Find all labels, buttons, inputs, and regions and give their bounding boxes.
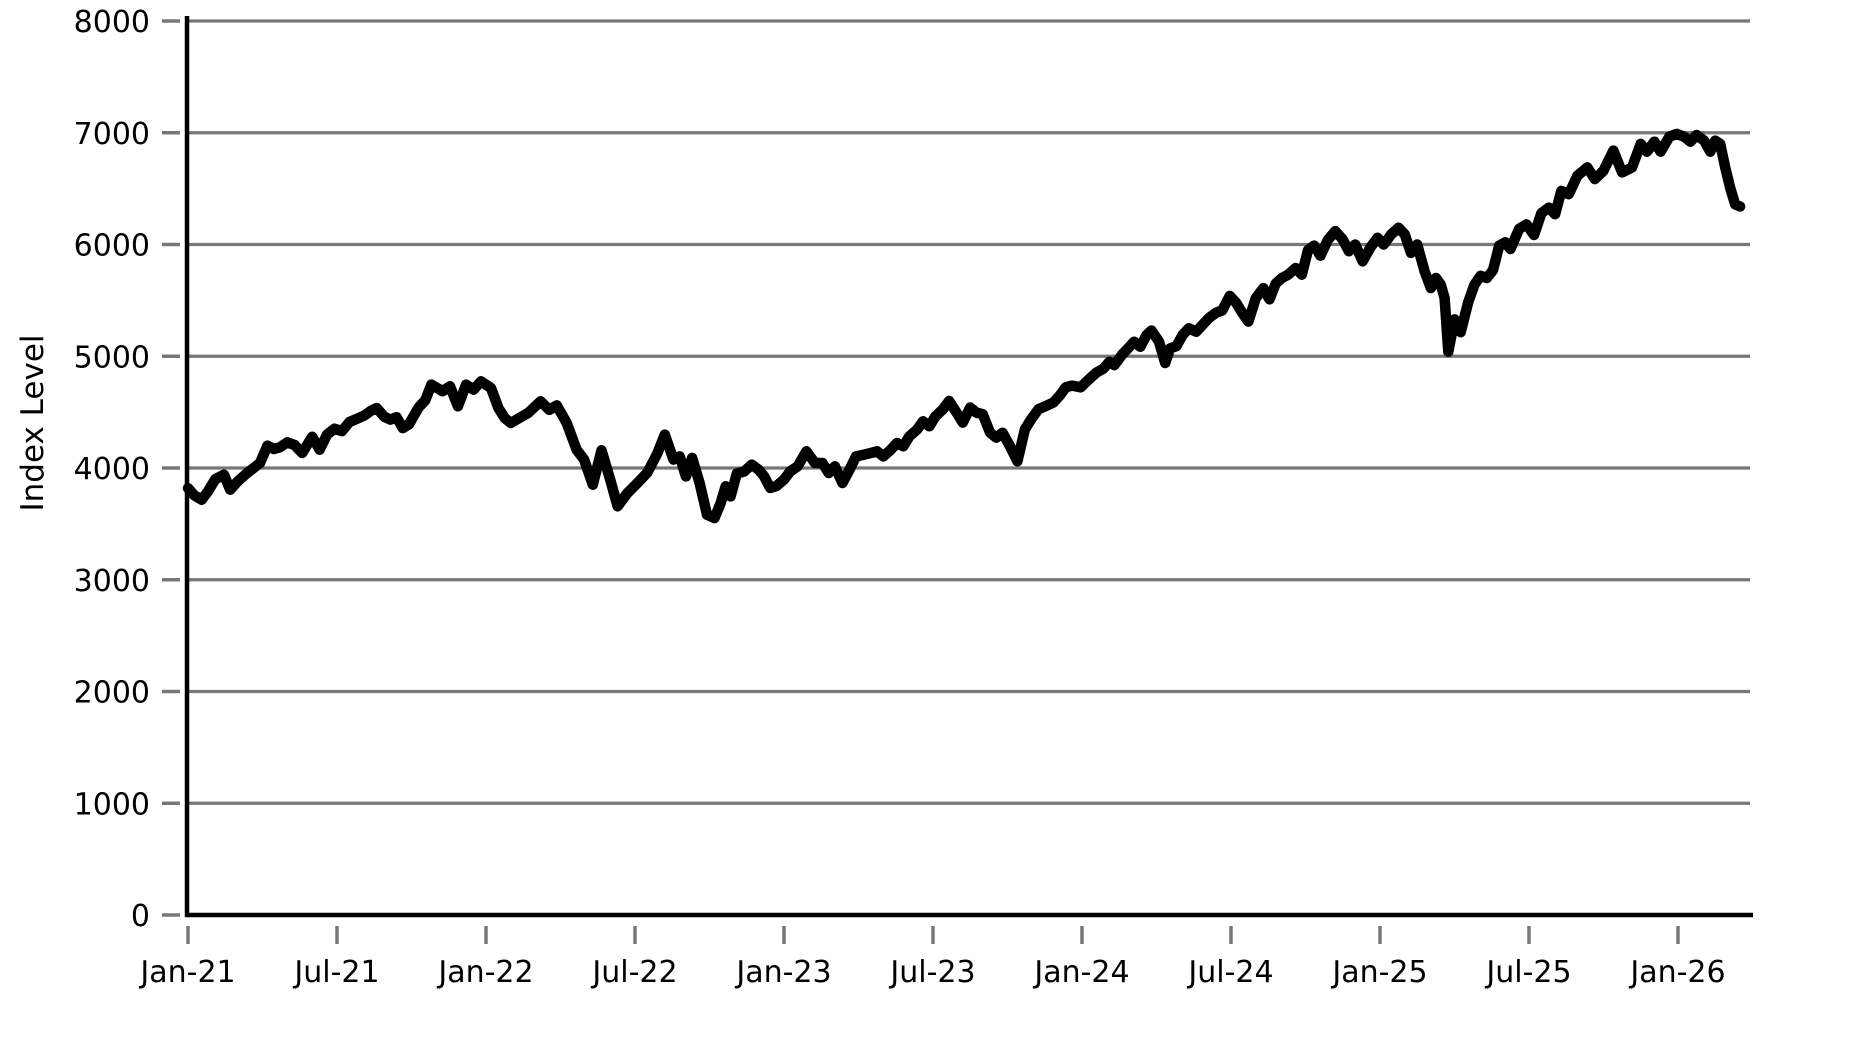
y-tick-label-1000: 1000	[74, 787, 150, 822]
x-tick-label-Jul-23: Jul-23	[888, 955, 975, 990]
x-axis-tick-layer: Jan-21 Jul-21 Jan-22 Jul-22 Jan-23 Jul-23 Jan-…	[138, 926, 1726, 990]
x-tick-label-Jul-21: Jul-21	[292, 955, 379, 990]
index-line-series	[182, 128, 1746, 524]
y-tick-label-7000: 7000	[74, 117, 150, 152]
x-tick-label-Jan-22: Jan-22	[436, 955, 533, 990]
x-tick-label-Jan-24: Jan-24	[1032, 955, 1129, 990]
axes-layer	[184, 16, 1753, 918]
y-tick-label-6000: 6000	[74, 229, 150, 264]
x-tick-label-Jan-26: Jan-26	[1628, 955, 1725, 990]
y-tick-label-2000: 2000	[74, 676, 150, 711]
y-axis-tick-layer: 0 1000 2000 3000 4000 5000 6000 7000 8000	[74, 5, 180, 934]
y-axis-title: Index Level	[15, 334, 51, 511]
x-tick-label-Jan-25: Jan-25	[1330, 955, 1427, 990]
x-tick-label-Jan-21: Jan-21	[138, 955, 235, 990]
grid-layer	[186, 19, 1750, 805]
y-tick-label-4000: 4000	[74, 452, 150, 487]
x-tick-label-Jul-22: Jul-22	[590, 955, 677, 990]
y-tick-label-0: 0	[131, 899, 150, 934]
y-tick-label-3000: 3000	[74, 564, 150, 599]
x-tick-label-Jul-24: Jul-24	[1186, 955, 1273, 990]
x-tick-label-Jan-23: Jan-23	[734, 955, 831, 990]
y-tick-label-5000: 5000	[74, 340, 150, 375]
y-tick-label-8000: 8000	[74, 5, 150, 40]
x-tick-label-Jul-25: Jul-25	[1484, 955, 1571, 990]
